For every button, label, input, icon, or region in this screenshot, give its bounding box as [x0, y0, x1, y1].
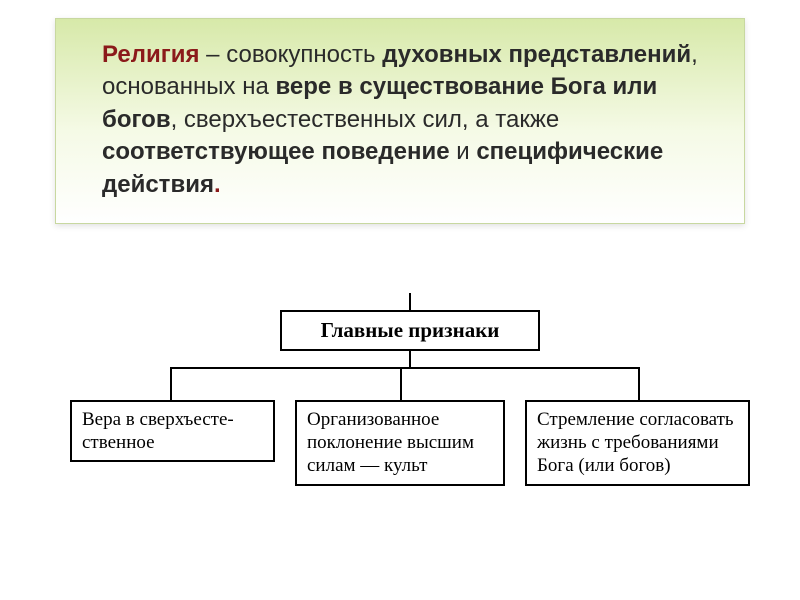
connector: [638, 367, 640, 400]
def-b3: соответствующее поведение: [102, 138, 450, 165]
connector: [170, 367, 172, 400]
diagram-child-3-label: Стремление согласовать жизнь с требовани…: [537, 409, 734, 476]
features-diagram: Главные признаки Вера в сверхъесте- стве…: [70, 285, 750, 565]
def-b1: духовных представлений: [382, 41, 691, 68]
definition-term: Религия: [102, 41, 200, 68]
definition-panel: Религия – совокупность духовных представ…: [55, 18, 745, 224]
diagram-child-1-label: Вера в сверхъесте- ственное: [82, 409, 234, 453]
diagram-root-label: Главные признаки: [321, 318, 500, 342]
def-p3: , сверхъестественных сил, а также: [171, 106, 560, 133]
diagram-child-2: Организованное поклонение высшим силам —…: [295, 400, 505, 486]
diagram-child-3: Стремление согласовать жизнь с требовани…: [525, 400, 750, 486]
def-p4: и: [450, 138, 477, 165]
def-dot: .: [214, 171, 221, 198]
connector: [400, 367, 402, 400]
connector: [170, 367, 640, 369]
diagram-child-2-label: Организованное поклонение высшим силам —…: [307, 409, 474, 476]
diagram-child-1: Вера в сверхъесте- ственное: [70, 400, 275, 462]
definition-text: Религия – совокупность духовных представ…: [102, 39, 716, 201]
diagram-root-box: Главные признаки: [280, 310, 540, 351]
connector: [409, 293, 411, 310]
definition-dash: –: [200, 41, 227, 68]
def-p1: совокупность: [226, 41, 382, 68]
